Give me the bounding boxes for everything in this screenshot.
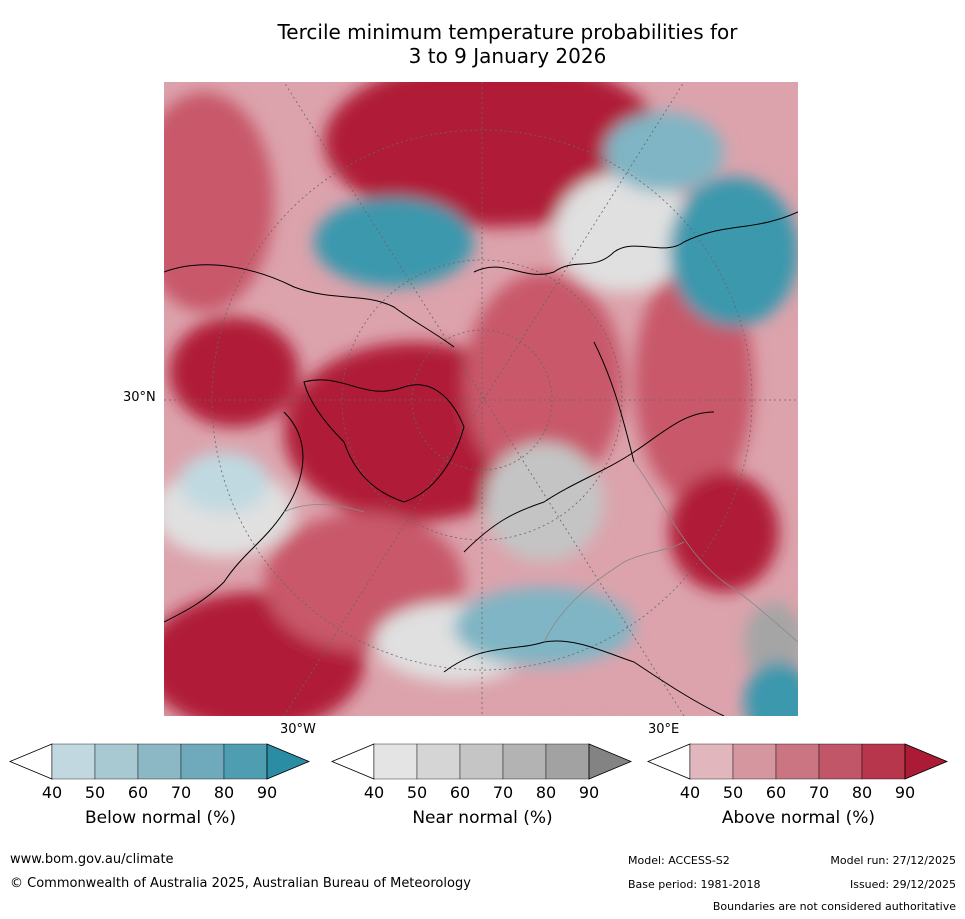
probability-field — [164, 82, 798, 716]
near-swatch-70 — [502, 743, 547, 780]
near-tick-label: 50 — [407, 783, 427, 802]
above-tick-label: 60 — [766, 783, 786, 802]
near-swatch-60 — [459, 743, 504, 780]
above-under-arrow — [646, 743, 691, 780]
below-swatch-60 — [137, 743, 182, 780]
map-title: Tercile minimum temperature probabilitie… — [200, 20, 815, 68]
boundaries-disclaimer: Boundaries are not considered authoritat… — [712, 900, 956, 913]
latitude-circle-75n — [411, 329, 553, 471]
below-tick-label: 70 — [171, 783, 191, 802]
above-over-arrow — [904, 743, 949, 780]
title-line-2: 3 to 9 January 2026 — [408, 44, 607, 68]
above-tick-label: 70 — [809, 783, 829, 802]
boundary-asia — [633, 461, 798, 643]
cold-region-east-siberia — [314, 197, 474, 287]
warm-region-alaska — [169, 317, 299, 427]
above-tick-label: 40 — [680, 783, 700, 802]
scandinavia-coast — [463, 411, 715, 553]
colorbar-above-normal: 40 50 60 70 80 90 — [646, 742, 951, 802]
near-swatch-40 — [373, 743, 418, 780]
country-boundaries — [283, 461, 798, 643]
near-region-china — [554, 172, 694, 292]
near-tick-label: 40 — [364, 783, 384, 802]
north-america-coast — [164, 411, 304, 623]
colorbar-near-normal-swatches: 40 50 60 70 80 90 — [330, 743, 633, 802]
colorbar-below-normal-swatches: 40 50 60 70 80 90 — [8, 743, 311, 802]
cold-region-north-america — [179, 452, 269, 512]
near-over-arrow — [588, 743, 633, 780]
longitude-label-30e: 30°E — [648, 722, 680, 737]
title-line-1: Tercile minimum temperature probabilitie… — [277, 20, 738, 44]
cold-region-north-asia — [604, 112, 724, 192]
copyright-notice: © Commonwealth of Australia 2025, Austra… — [10, 876, 471, 891]
below-swatch-50 — [94, 743, 139, 780]
below-swatch-80 — [223, 743, 268, 780]
model-run-date: Model run: 27/12/2025 — [830, 854, 956, 867]
boundary-europe — [543, 541, 685, 643]
colorbar-above-normal-title: Above normal (%) — [721, 808, 876, 828]
below-tick-label: 50 — [85, 783, 105, 802]
above-tick-label: 50 — [723, 783, 743, 802]
below-tick-label: 80 — [214, 783, 234, 802]
below-tick-label: 40 — [42, 783, 62, 802]
near-swatch-50 — [416, 743, 461, 780]
website-link[interactable]: www.bom.gov.au/climate — [10, 852, 174, 867]
above-tick-label: 80 — [852, 783, 872, 802]
latitude-circle-30n — [211, 129, 753, 671]
near-under-arrow — [330, 743, 375, 780]
near-tick-label: 90 — [579, 783, 599, 802]
greenland-coast — [303, 379, 465, 503]
below-over-arrow — [266, 743, 311, 780]
latitude-label-30n: 30°N — [123, 390, 156, 405]
above-swatch-50 — [732, 743, 777, 780]
longitude-label-30w: 30°W — [280, 722, 316, 737]
warm-region-middle-east — [669, 472, 779, 592]
cold-region-west-asia — [669, 177, 798, 327]
near-region-arabia — [744, 602, 798, 682]
above-swatch-70 — [818, 743, 863, 780]
colorbar-below-normal: 40 50 60 70 80 90 — [8, 742, 313, 802]
probability-map — [164, 82, 798, 716]
colorbar-below-normal-title: Below normal (%) — [85, 808, 236, 828]
near-swatch-80 — [545, 743, 590, 780]
siberia-coast — [473, 211, 798, 275]
below-tick-label: 90 — [257, 783, 277, 802]
above-swatch-60 — [775, 743, 820, 780]
above-tick-label: 90 — [895, 783, 915, 802]
alaska-coast — [164, 264, 455, 348]
near-tick-label: 80 — [536, 783, 556, 802]
model-name: Model: ACCESS-S2 — [628, 854, 730, 867]
below-under-arrow — [8, 743, 53, 780]
below-swatch-40 — [51, 743, 96, 780]
europe-africa-coast — [443, 640, 725, 716]
boundary-north-america — [283, 504, 365, 513]
near-tick-label: 70 — [493, 783, 513, 802]
cold-region-europe — [454, 587, 634, 667]
colorbar-near-normal: 40 50 60 70 80 90 — [330, 742, 635, 802]
issued-date: Issued: 29/12/2025 — [849, 878, 956, 891]
warm-region-siberia — [464, 272, 624, 492]
latitude-circle-60n — [341, 259, 623, 541]
below-tick-label: 60 — [128, 783, 148, 802]
coastlines — [164, 211, 798, 716]
near-tick-label: 60 — [450, 783, 470, 802]
above-swatch-80 — [861, 743, 906, 780]
base-period: Base period: 1981-2018 — [628, 878, 761, 891]
graticule — [164, 82, 798, 716]
cold-region-south-asia — [744, 662, 798, 716]
ural-region-coast — [593, 341, 635, 463]
colorbar-near-normal-title: Near normal (%) — [412, 808, 553, 828]
colorbar-above-normal-swatches: 40 50 60 70 80 90 — [646, 743, 949, 802]
below-swatch-70 — [180, 743, 225, 780]
above-swatch-40 — [689, 743, 734, 780]
warm-region-north-pacific — [164, 92, 274, 312]
